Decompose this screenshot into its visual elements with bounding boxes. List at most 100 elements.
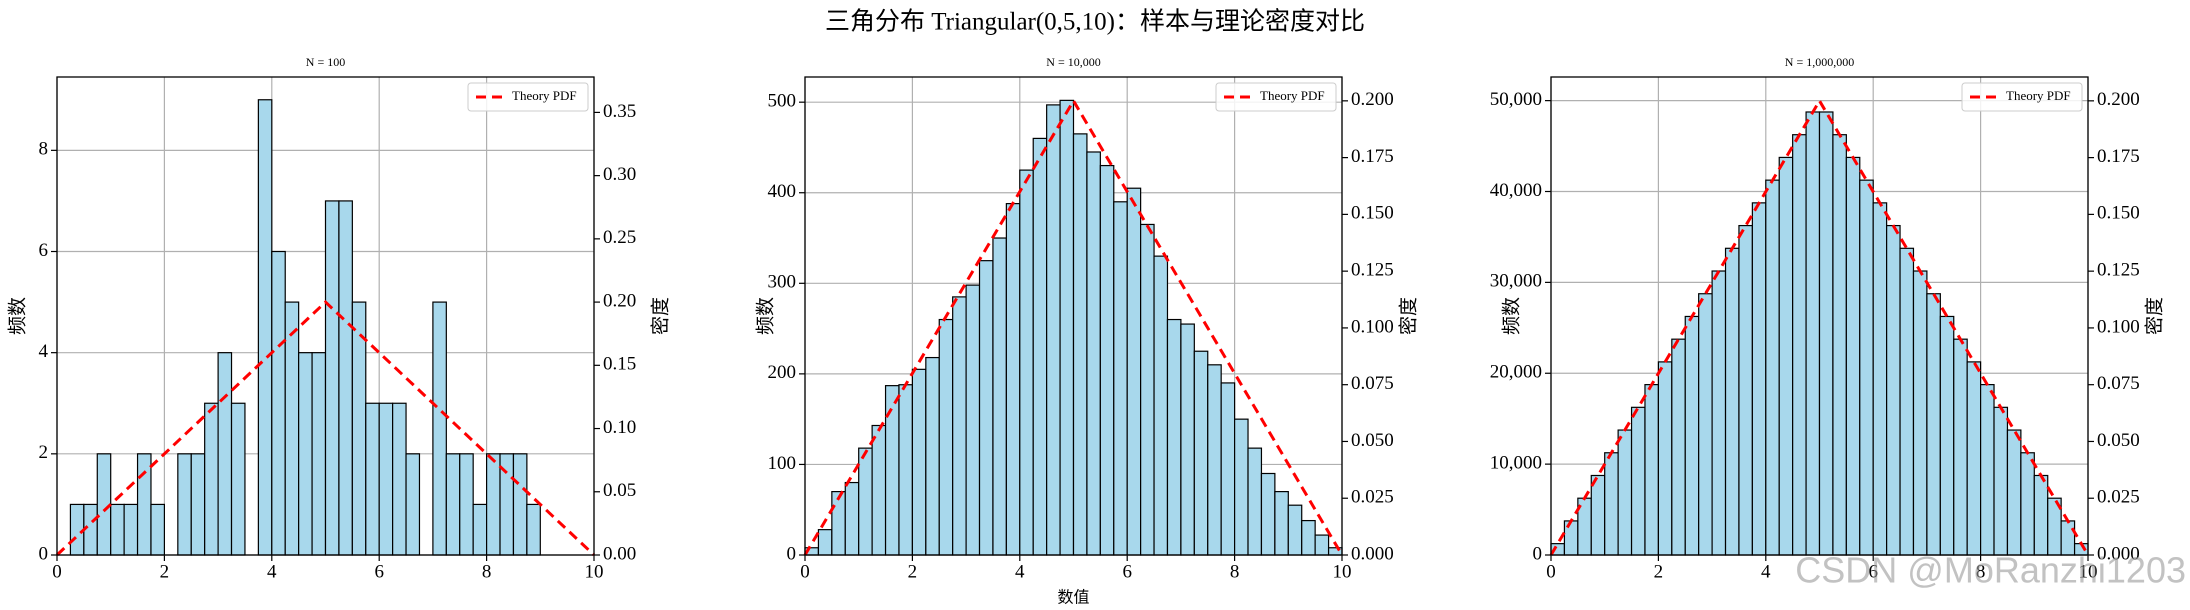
histogram-bar bbox=[1314, 534, 1330, 556]
x-tick-label: 4 bbox=[1761, 561, 1771, 582]
plot-frame bbox=[804, 76, 1343, 556]
histogram-bar bbox=[1859, 179, 1874, 556]
y2-tick-label: 0.15 bbox=[603, 354, 636, 375]
x-tick-label: 0 bbox=[800, 561, 810, 582]
y-axis-label: 频数 bbox=[754, 297, 776, 335]
histogram-bar bbox=[432, 301, 447, 556]
histogram-bar bbox=[2033, 474, 2049, 556]
x-tick-label: 4 bbox=[1015, 561, 1025, 582]
histogram-bar bbox=[2006, 429, 2022, 556]
histogram-bar bbox=[1274, 491, 1289, 556]
histogram-bar bbox=[1287, 504, 1303, 556]
y2-tick-label: 0.100 bbox=[2097, 316, 2140, 337]
histogram-bar bbox=[1630, 406, 1646, 556]
histogram-bar bbox=[884, 385, 900, 556]
histogram-bar bbox=[925, 356, 940, 556]
y2-tick-label: 0.150 bbox=[1351, 203, 1394, 224]
histogram-bar bbox=[1301, 519, 1316, 556]
y2-tick-label: 0.175 bbox=[1351, 146, 1394, 167]
histogram-bar bbox=[871, 424, 887, 556]
y-tick-label: 400 bbox=[768, 181, 797, 202]
y-tick-label: 30,000 bbox=[1490, 271, 1542, 292]
histogram-bar bbox=[1953, 338, 1968, 556]
y2-tick-label: 0.025 bbox=[2097, 487, 2140, 508]
histogram-bar bbox=[1724, 247, 1740, 556]
y2-tick-label: 0.150 bbox=[2097, 203, 2140, 224]
histogram-bar bbox=[1180, 323, 1195, 556]
y2-tick-label: 0.000 bbox=[2097, 543, 2140, 564]
y-tick-label: 0 bbox=[1533, 543, 1543, 564]
histogram-bar bbox=[1805, 111, 1821, 556]
histogram-bar bbox=[1099, 164, 1115, 556]
histogram-bar bbox=[1698, 293, 1713, 556]
histogram-bar bbox=[1153, 255, 1169, 556]
histogram-bar bbox=[1207, 364, 1222, 556]
x-tick-label: 6 bbox=[1122, 561, 1132, 582]
x-tick-label: 10 bbox=[2079, 561, 2098, 582]
histogram-bar bbox=[136, 453, 152, 556]
y2-tick-label: 0.050 bbox=[1351, 430, 1394, 451]
histogram-bar bbox=[1845, 156, 1861, 556]
histogram-bar bbox=[844, 481, 860, 556]
histogram-bar bbox=[110, 503, 125, 556]
histogram-bar bbox=[1166, 318, 1182, 556]
y-tick-label: 500 bbox=[768, 91, 797, 112]
y-tick-label: 8 bbox=[39, 139, 49, 160]
y2-tick-label: 0.125 bbox=[1351, 260, 1394, 281]
x-tick-label: 0 bbox=[1546, 561, 1556, 582]
histogram-bar bbox=[204, 402, 219, 556]
histogram-bar bbox=[217, 352, 233, 556]
histogram-bar bbox=[1738, 224, 1753, 556]
x-tick-label: 8 bbox=[1976, 561, 1986, 582]
histogram-bar bbox=[1872, 202, 1888, 556]
y2-tick-label: 0.00 bbox=[603, 543, 636, 564]
histogram-bar bbox=[1126, 187, 1142, 556]
histogram-bar bbox=[1220, 382, 1236, 556]
x-tick-label: 10 bbox=[585, 561, 604, 582]
histogram-bar bbox=[1818, 111, 1834, 556]
legend-label: Theory PDF bbox=[512, 88, 577, 103]
legend-box bbox=[1215, 82, 1337, 112]
legend-label: Theory PDF bbox=[1260, 88, 1325, 103]
y2-tick-label: 0.35 bbox=[603, 101, 636, 122]
y-tick-label: 0 bbox=[39, 543, 49, 564]
histogram-bar bbox=[1140, 223, 1155, 556]
subplot-title: N = 1,000,000 bbox=[1785, 55, 1854, 69]
histogram-bar bbox=[1979, 384, 1995, 556]
histogram-bar bbox=[1899, 247, 1915, 556]
histogram-bar bbox=[271, 250, 286, 556]
y2-tick-label: 0.175 bbox=[2097, 146, 2140, 167]
histogram-bar bbox=[445, 453, 461, 556]
x-tick-label: 0 bbox=[52, 561, 62, 582]
histogram-bar bbox=[2020, 452, 2035, 556]
y-tick-label: 10,000 bbox=[1490, 452, 1542, 473]
y-tick-label: 0 bbox=[787, 543, 797, 564]
histogram-bar bbox=[311, 352, 327, 556]
histogram-bar bbox=[123, 503, 139, 556]
subplot-title: N = 100 bbox=[306, 55, 345, 69]
y2-tick-label: 0.10 bbox=[603, 417, 636, 438]
y2-tick-label: 0.025 bbox=[1351, 487, 1394, 508]
y-tick-label: 2 bbox=[39, 442, 49, 463]
y2-tick-label: 0.050 bbox=[2097, 430, 2140, 451]
histogram-bar bbox=[150, 503, 166, 556]
histogram-bar bbox=[1684, 315, 1700, 556]
histogram-bar bbox=[1604, 452, 1619, 556]
histogram-bar bbox=[1032, 137, 1048, 556]
histogram-bar bbox=[486, 453, 501, 556]
y2-tick-label: 0.075 bbox=[2097, 373, 2140, 394]
y2-tick-label: 0.075 bbox=[1351, 373, 1394, 394]
y2-tick-label: 0.30 bbox=[603, 164, 636, 185]
y-axis-label: 频数 bbox=[6, 297, 28, 335]
histogram-bar bbox=[405, 453, 421, 556]
histogram-bar bbox=[338, 200, 353, 556]
histogram-bar bbox=[1247, 447, 1263, 556]
histogram-bar bbox=[284, 301, 300, 556]
x-tick-label: 2 bbox=[908, 561, 918, 582]
histogram-bar bbox=[1113, 201, 1128, 556]
histogram-bar bbox=[1072, 133, 1088, 556]
histogram-bar bbox=[1657, 361, 1673, 556]
histogram-bar bbox=[1993, 406, 2009, 556]
